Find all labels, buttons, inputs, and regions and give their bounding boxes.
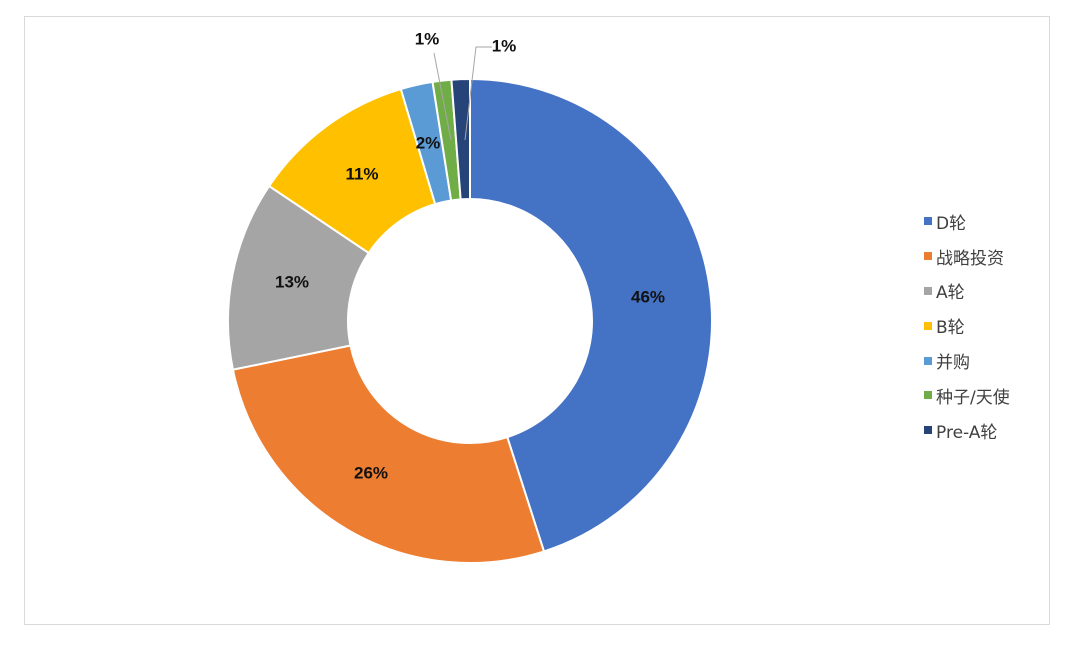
legend-label: D轮 [936, 213, 967, 234]
legend-item-pre-a-round: Pre-A轮 [924, 413, 1010, 448]
data-label-pre-a-round: 1% [492, 36, 517, 55]
legend-label: B轮 [936, 318, 965, 339]
data-label-acquisition: 2% [416, 133, 441, 152]
legend-item-acquisition: 并购 [924, 343, 1010, 378]
legend-swatch [924, 356, 932, 365]
slice-d-round [469, 77, 713, 553]
data-label-d-round: 46% [631, 287, 665, 306]
legend-item-b-round: B轮 [924, 308, 1010, 343]
legend-label: Pre-A轮 [936, 422, 998, 443]
legend-label: 战略投资 [936, 248, 1004, 269]
legend-swatch [924, 252, 932, 261]
legend-swatch [924, 286, 932, 295]
slice-pre-a-round [450, 77, 471, 201]
data-label-seed-angel: 1% [415, 29, 440, 48]
legend-item-d-round: D轮 [924, 204, 1010, 239]
legend-label: 种子/天使 [936, 387, 1010, 408]
data-label-b-round: 11% [345, 164, 378, 183]
leader-line-seed-angel [433, 52, 452, 141]
data-label-strategic-investment: 26% [354, 463, 388, 482]
legend-label: A轮 [936, 283, 965, 304]
chart-legend: D轮 战略投资 A轮 B轮 并购 种子/天使 Pre-A轮 [924, 204, 1010, 448]
legend-label: 并购 [936, 353, 970, 374]
legend-swatch [924, 426, 932, 435]
leader-line-pre-a-round [464, 46, 492, 141]
legend-swatch [924, 391, 932, 400]
data-label-a-round: 13% [275, 272, 309, 291]
legend-swatch [924, 321, 932, 330]
slice-strategic-investment [231, 344, 546, 564]
legend-item-a-round: A轮 [924, 274, 1010, 309]
legend-item-strategic-investment: 战略投资 [924, 239, 1010, 274]
legend-item-seed-angel: 种子/天使 [924, 378, 1010, 413]
legend-swatch [924, 217, 932, 226]
